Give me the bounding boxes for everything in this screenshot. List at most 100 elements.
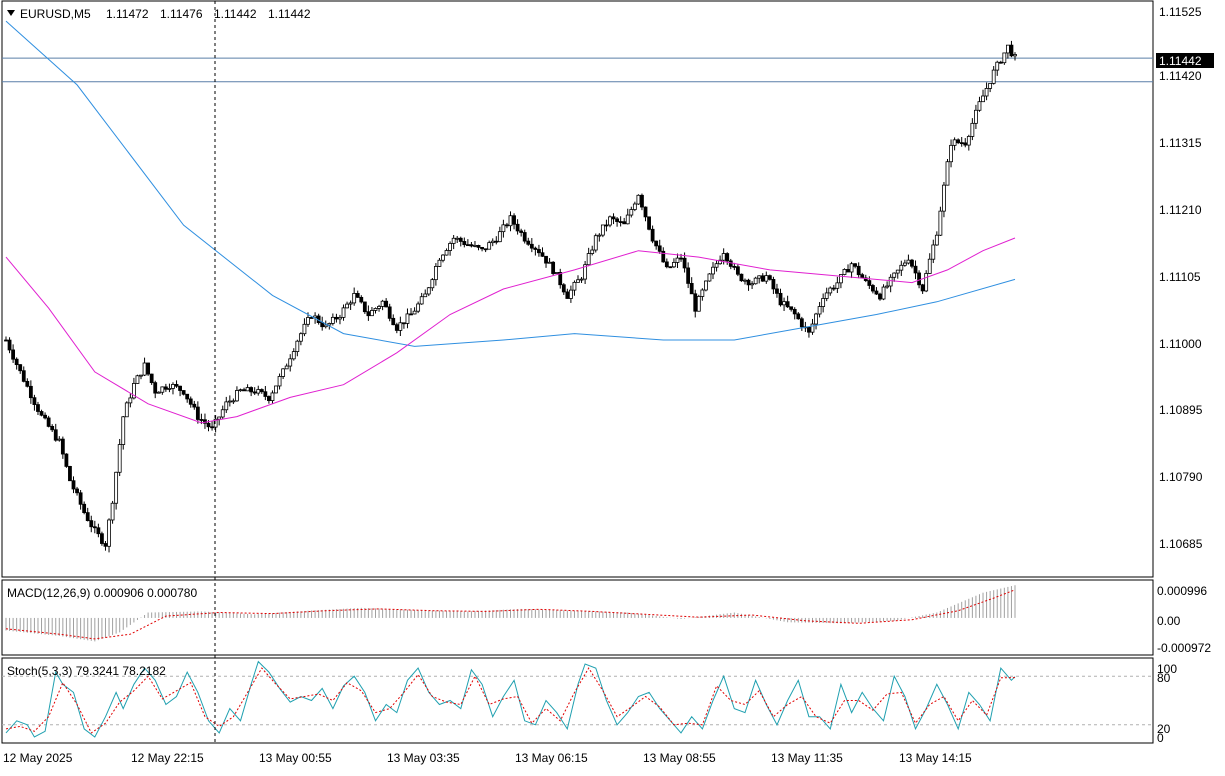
candle-body: [92, 526, 97, 529]
candle-body: [373, 308, 378, 311]
candle-body: [682, 257, 687, 269]
candle-body: [263, 391, 268, 397]
candle-body: [18, 364, 23, 372]
candle-body: [242, 389, 246, 392]
candle-body: [71, 480, 76, 490]
candle-body: [426, 287, 431, 295]
candle-body: [878, 293, 882, 300]
candle-body: [174, 384, 179, 387]
candle-body: [693, 293, 698, 312]
candle-body: [309, 317, 314, 319]
candle-body: [291, 351, 296, 360]
candle-body: [853, 263, 858, 267]
candle-body: [110, 502, 115, 521]
candle-body: [327, 323, 332, 326]
candle-body: [135, 375, 140, 384]
candle-body: [384, 300, 389, 308]
candle-body: [750, 283, 754, 286]
candle-body: [284, 365, 289, 370]
candle-body: [338, 316, 342, 320]
candle-body: [533, 247, 538, 250]
candle-body: [753, 277, 758, 285]
candle-body: [821, 298, 826, 307]
candle-body: [515, 223, 520, 232]
candle-body: [398, 322, 403, 331]
candle-body: [860, 274, 865, 279]
candle-body: [764, 275, 769, 282]
candle-body: [920, 284, 925, 292]
candle-body: [267, 396, 271, 401]
candle-body: [259, 389, 264, 393]
candle-body: [870, 285, 875, 292]
dropdown-triangle-icon[interactable]: [7, 10, 15, 16]
candle-body: [661, 250, 666, 263]
main-panel-border: [1, 0, 1154, 578]
candle-body: [295, 340, 300, 352]
candle-body: [1013, 54, 1017, 57]
candle-body: [568, 289, 573, 299]
candle-body: [565, 291, 570, 299]
candle-body: [82, 503, 87, 513]
candle-body: [85, 512, 90, 522]
price-label: 1.11315: [1159, 136, 1202, 150]
candle-body: [121, 416, 126, 445]
candle-body: [622, 221, 627, 225]
candle-body: [970, 122, 975, 137]
candle-body: [181, 390, 186, 395]
candle-body: [846, 269, 850, 273]
candle-body: [828, 287, 833, 294]
candle-body: [362, 301, 367, 313]
candle-body: [831, 287, 836, 290]
candle-body: [505, 224, 509, 227]
candle-body: [981, 95, 985, 103]
candle-body: [46, 417, 51, 427]
candle-body: [696, 296, 701, 312]
ohlc-open: 1.11472: [106, 7, 149, 21]
candle-body: [153, 382, 158, 394]
candle-body: [188, 398, 193, 405]
candle-body: [767, 275, 772, 280]
candle-body: [227, 400, 232, 403]
candle-body: [277, 376, 282, 387]
candle-body: [497, 231, 502, 243]
candle-body: [519, 230, 524, 233]
time-axis[interactable]: 12 May 2025 12 May 22:15 13 May 00:55 13…: [3, 751, 972, 765]
macd-panel[interactable]: [5, 585, 1016, 642]
main-panel[interactable]: [2, 20, 1153, 553]
price-axis[interactable]: 1.11525 1.11442 1.11420 1.11315 1.11210 …: [1156, 5, 1214, 551]
candle-body: [139, 374, 143, 377]
candle-body: [473, 245, 477, 247]
candle-body: [721, 253, 726, 261]
candle-body: [785, 301, 790, 308]
candle-body: [171, 384, 175, 389]
candle-body: [313, 315, 317, 319]
candle-body: [952, 139, 957, 146]
candle-body: [643, 206, 648, 218]
candle-body: [856, 265, 861, 276]
symbol-header[interactable]: EURUSD,M5 1.11472 1.11476 1.11442 1.1144…: [7, 7, 311, 21]
candle-body: [757, 275, 762, 279]
stoch-label: Stoch(5,3,3) 79.3241 78.2182: [7, 664, 166, 678]
macd-axis-label: 0.00: [1157, 614, 1181, 628]
candle-body: [863, 277, 868, 281]
candle-body: [288, 358, 293, 367]
candle-body: [704, 280, 708, 291]
candle-body: [444, 250, 449, 256]
candle-body: [927, 258, 932, 274]
candle-body: [991, 69, 996, 84]
candle-body: [618, 221, 623, 223]
time-label: 13 May 11:35: [771, 751, 843, 765]
candle-body: [387, 306, 392, 319]
candle-body: [298, 333, 303, 342]
candle-body: [998, 61, 1003, 64]
candle-body: [114, 471, 119, 504]
candle-body: [554, 272, 559, 274]
ohlc-high: 1.11476: [160, 7, 203, 21]
candle-body: [593, 235, 598, 251]
candle-body: [608, 216, 612, 226]
candle-body: [792, 308, 797, 315]
candle-body: [167, 388, 172, 390]
stoch-panel[interactable]: [2, 660, 1153, 738]
